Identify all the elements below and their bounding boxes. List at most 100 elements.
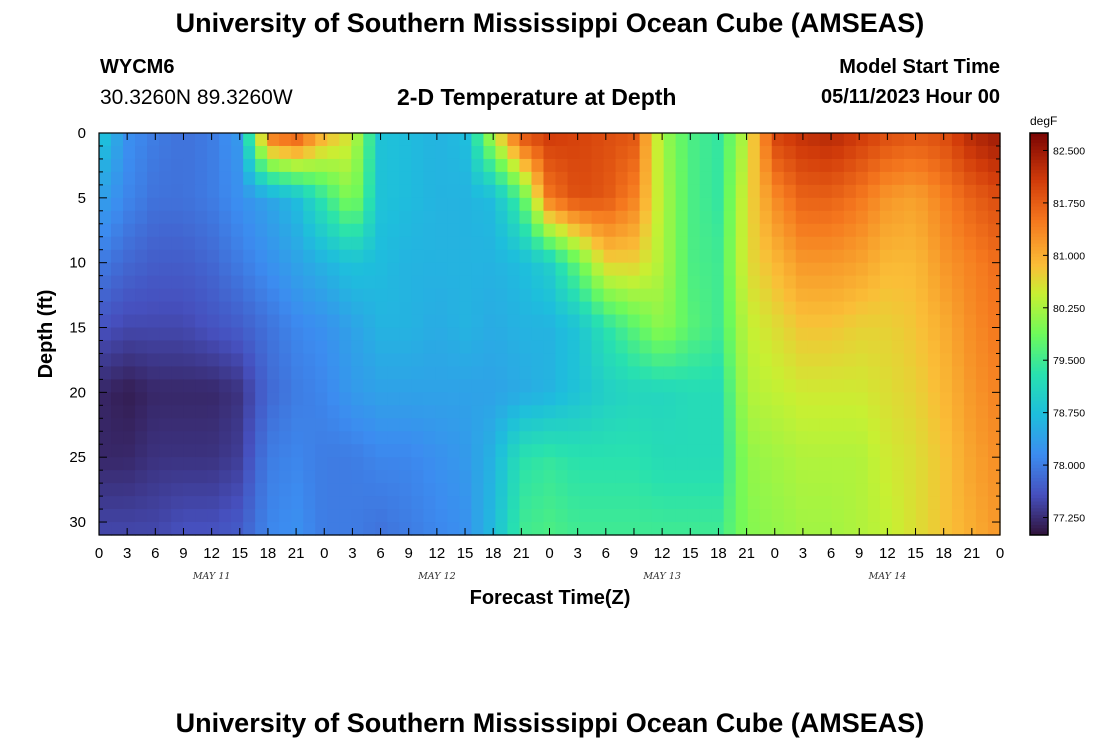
heatmap-cell bbox=[939, 470, 953, 484]
heatmap-cell bbox=[555, 496, 569, 510]
heatmap-cell bbox=[591, 431, 605, 445]
heatmap-cell bbox=[927, 431, 941, 445]
heatmap-cell bbox=[183, 366, 196, 380]
heatmap-cell bbox=[231, 171, 244, 186]
colorbar-swatch bbox=[1030, 179, 1048, 184]
heatmap-cell bbox=[915, 249, 929, 264]
heatmap-cell bbox=[603, 431, 617, 445]
heatmap-cell bbox=[675, 133, 689, 147]
heatmap-cell bbox=[591, 366, 605, 380]
heatmap-cell bbox=[231, 314, 244, 329]
heatmap-cell bbox=[447, 275, 460, 290]
heatmap-cell bbox=[867, 249, 881, 264]
heatmap-cell bbox=[507, 210, 521, 225]
heatmap-cell bbox=[711, 236, 725, 251]
heatmap-cell bbox=[615, 483, 629, 497]
x-tick-label: 18 bbox=[710, 545, 727, 562]
heatmap-cell bbox=[447, 262, 460, 277]
heatmap-cell bbox=[879, 470, 893, 484]
heatmap-cell bbox=[663, 262, 677, 277]
heatmap-cell bbox=[711, 392, 725, 406]
heatmap-cell bbox=[843, 197, 857, 212]
heatmap-cell bbox=[459, 418, 473, 432]
heatmap-cell bbox=[735, 457, 749, 471]
heatmap-cell bbox=[339, 353, 352, 368]
heatmap-cell bbox=[939, 522, 953, 536]
heatmap-cell bbox=[807, 340, 821, 355]
heatmap-cell bbox=[207, 197, 220, 212]
heatmap-cell bbox=[903, 314, 917, 329]
heatmap-cell bbox=[579, 301, 593, 316]
heatmap-cell bbox=[171, 509, 184, 523]
heatmap-cell bbox=[543, 444, 557, 458]
heatmap-cell bbox=[423, 236, 436, 251]
heatmap-cell bbox=[363, 522, 376, 536]
heatmap-cell bbox=[663, 444, 677, 458]
heatmap-cell bbox=[195, 405, 208, 419]
heatmap-cell bbox=[171, 470, 184, 484]
heatmap-cell bbox=[963, 457, 977, 471]
heatmap-cell bbox=[279, 353, 292, 368]
heatmap-cell bbox=[579, 262, 593, 277]
heatmap-cell bbox=[147, 444, 160, 458]
heatmap-cell bbox=[495, 366, 509, 380]
heatmap-cell bbox=[915, 171, 929, 186]
heatmap-cell bbox=[759, 145, 773, 160]
heatmap-cell bbox=[303, 223, 316, 238]
heatmap-cell bbox=[783, 340, 797, 355]
heatmap-cell bbox=[135, 210, 148, 225]
heatmap-cell bbox=[891, 210, 905, 225]
heatmap-cell bbox=[111, 405, 124, 419]
x-tick-label: 0 bbox=[545, 545, 553, 562]
heatmap-cell bbox=[903, 262, 917, 277]
heatmap-cell bbox=[543, 509, 557, 523]
heatmap-cell bbox=[651, 133, 665, 147]
heatmap-cell bbox=[231, 418, 244, 432]
heatmap-cell bbox=[543, 275, 557, 290]
heatmap-cell bbox=[351, 496, 364, 510]
heatmap-cell bbox=[207, 314, 220, 329]
heatmap-cell bbox=[711, 379, 725, 393]
heatmap-cell bbox=[987, 301, 1001, 316]
heatmap-cell bbox=[627, 314, 641, 329]
heatmap-cell bbox=[339, 431, 352, 445]
heatmap-cell bbox=[699, 210, 713, 225]
heatmap-cell bbox=[267, 275, 280, 290]
heatmap-cell bbox=[267, 236, 280, 251]
x-tick-label: 15 bbox=[231, 545, 248, 562]
colorbar-swatch bbox=[1030, 354, 1048, 358]
heatmap-cell bbox=[783, 457, 797, 471]
heatmap-cell bbox=[255, 470, 268, 484]
heatmap-cell bbox=[627, 301, 641, 316]
heatmap-cell bbox=[147, 405, 160, 419]
heatmap-cell bbox=[939, 444, 953, 458]
heatmap-cell bbox=[783, 327, 797, 342]
heatmap-cell bbox=[687, 444, 701, 458]
heatmap-cell bbox=[675, 470, 689, 484]
heatmap-cell bbox=[519, 457, 533, 471]
heatmap-cell bbox=[219, 236, 232, 251]
colorbar-swatch bbox=[1030, 417, 1048, 422]
heatmap-cell bbox=[675, 275, 689, 290]
heatmap-cell bbox=[123, 418, 136, 432]
colorbar-swatch bbox=[1030, 454, 1048, 459]
heatmap-cell bbox=[399, 301, 412, 316]
heatmap-cell bbox=[99, 236, 112, 251]
heatmap-cell bbox=[783, 158, 797, 173]
heatmap-cell bbox=[687, 366, 701, 380]
heatmap-cell bbox=[543, 340, 557, 355]
heatmap-cell bbox=[435, 262, 448, 277]
heatmap-cell bbox=[411, 418, 424, 432]
y-tick-label: 0 bbox=[78, 125, 86, 142]
heatmap-cell bbox=[303, 470, 316, 484]
heatmap-cell bbox=[375, 301, 388, 316]
heatmap-cell bbox=[627, 457, 641, 471]
heatmap-cell bbox=[807, 301, 821, 316]
heatmap-cell bbox=[711, 366, 725, 380]
heatmap-cell bbox=[291, 340, 304, 355]
heatmap-cell bbox=[519, 133, 533, 147]
heatmap-cell bbox=[915, 405, 929, 419]
heatmap-cell bbox=[447, 197, 460, 212]
heatmap-cell bbox=[231, 431, 244, 445]
heatmap-cell bbox=[711, 223, 725, 238]
